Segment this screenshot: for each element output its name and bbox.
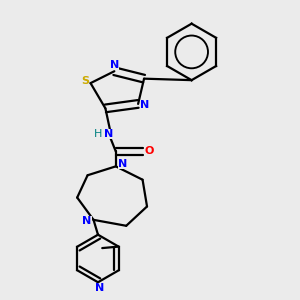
Text: N: N <box>110 60 119 70</box>
Text: N: N <box>95 283 104 293</box>
Text: N: N <box>140 100 149 110</box>
Text: S: S <box>81 76 89 86</box>
Text: N: N <box>104 129 113 139</box>
Text: H: H <box>94 129 102 139</box>
Text: N: N <box>82 216 91 226</box>
Text: N: N <box>118 159 127 169</box>
Text: O: O <box>144 146 154 157</box>
